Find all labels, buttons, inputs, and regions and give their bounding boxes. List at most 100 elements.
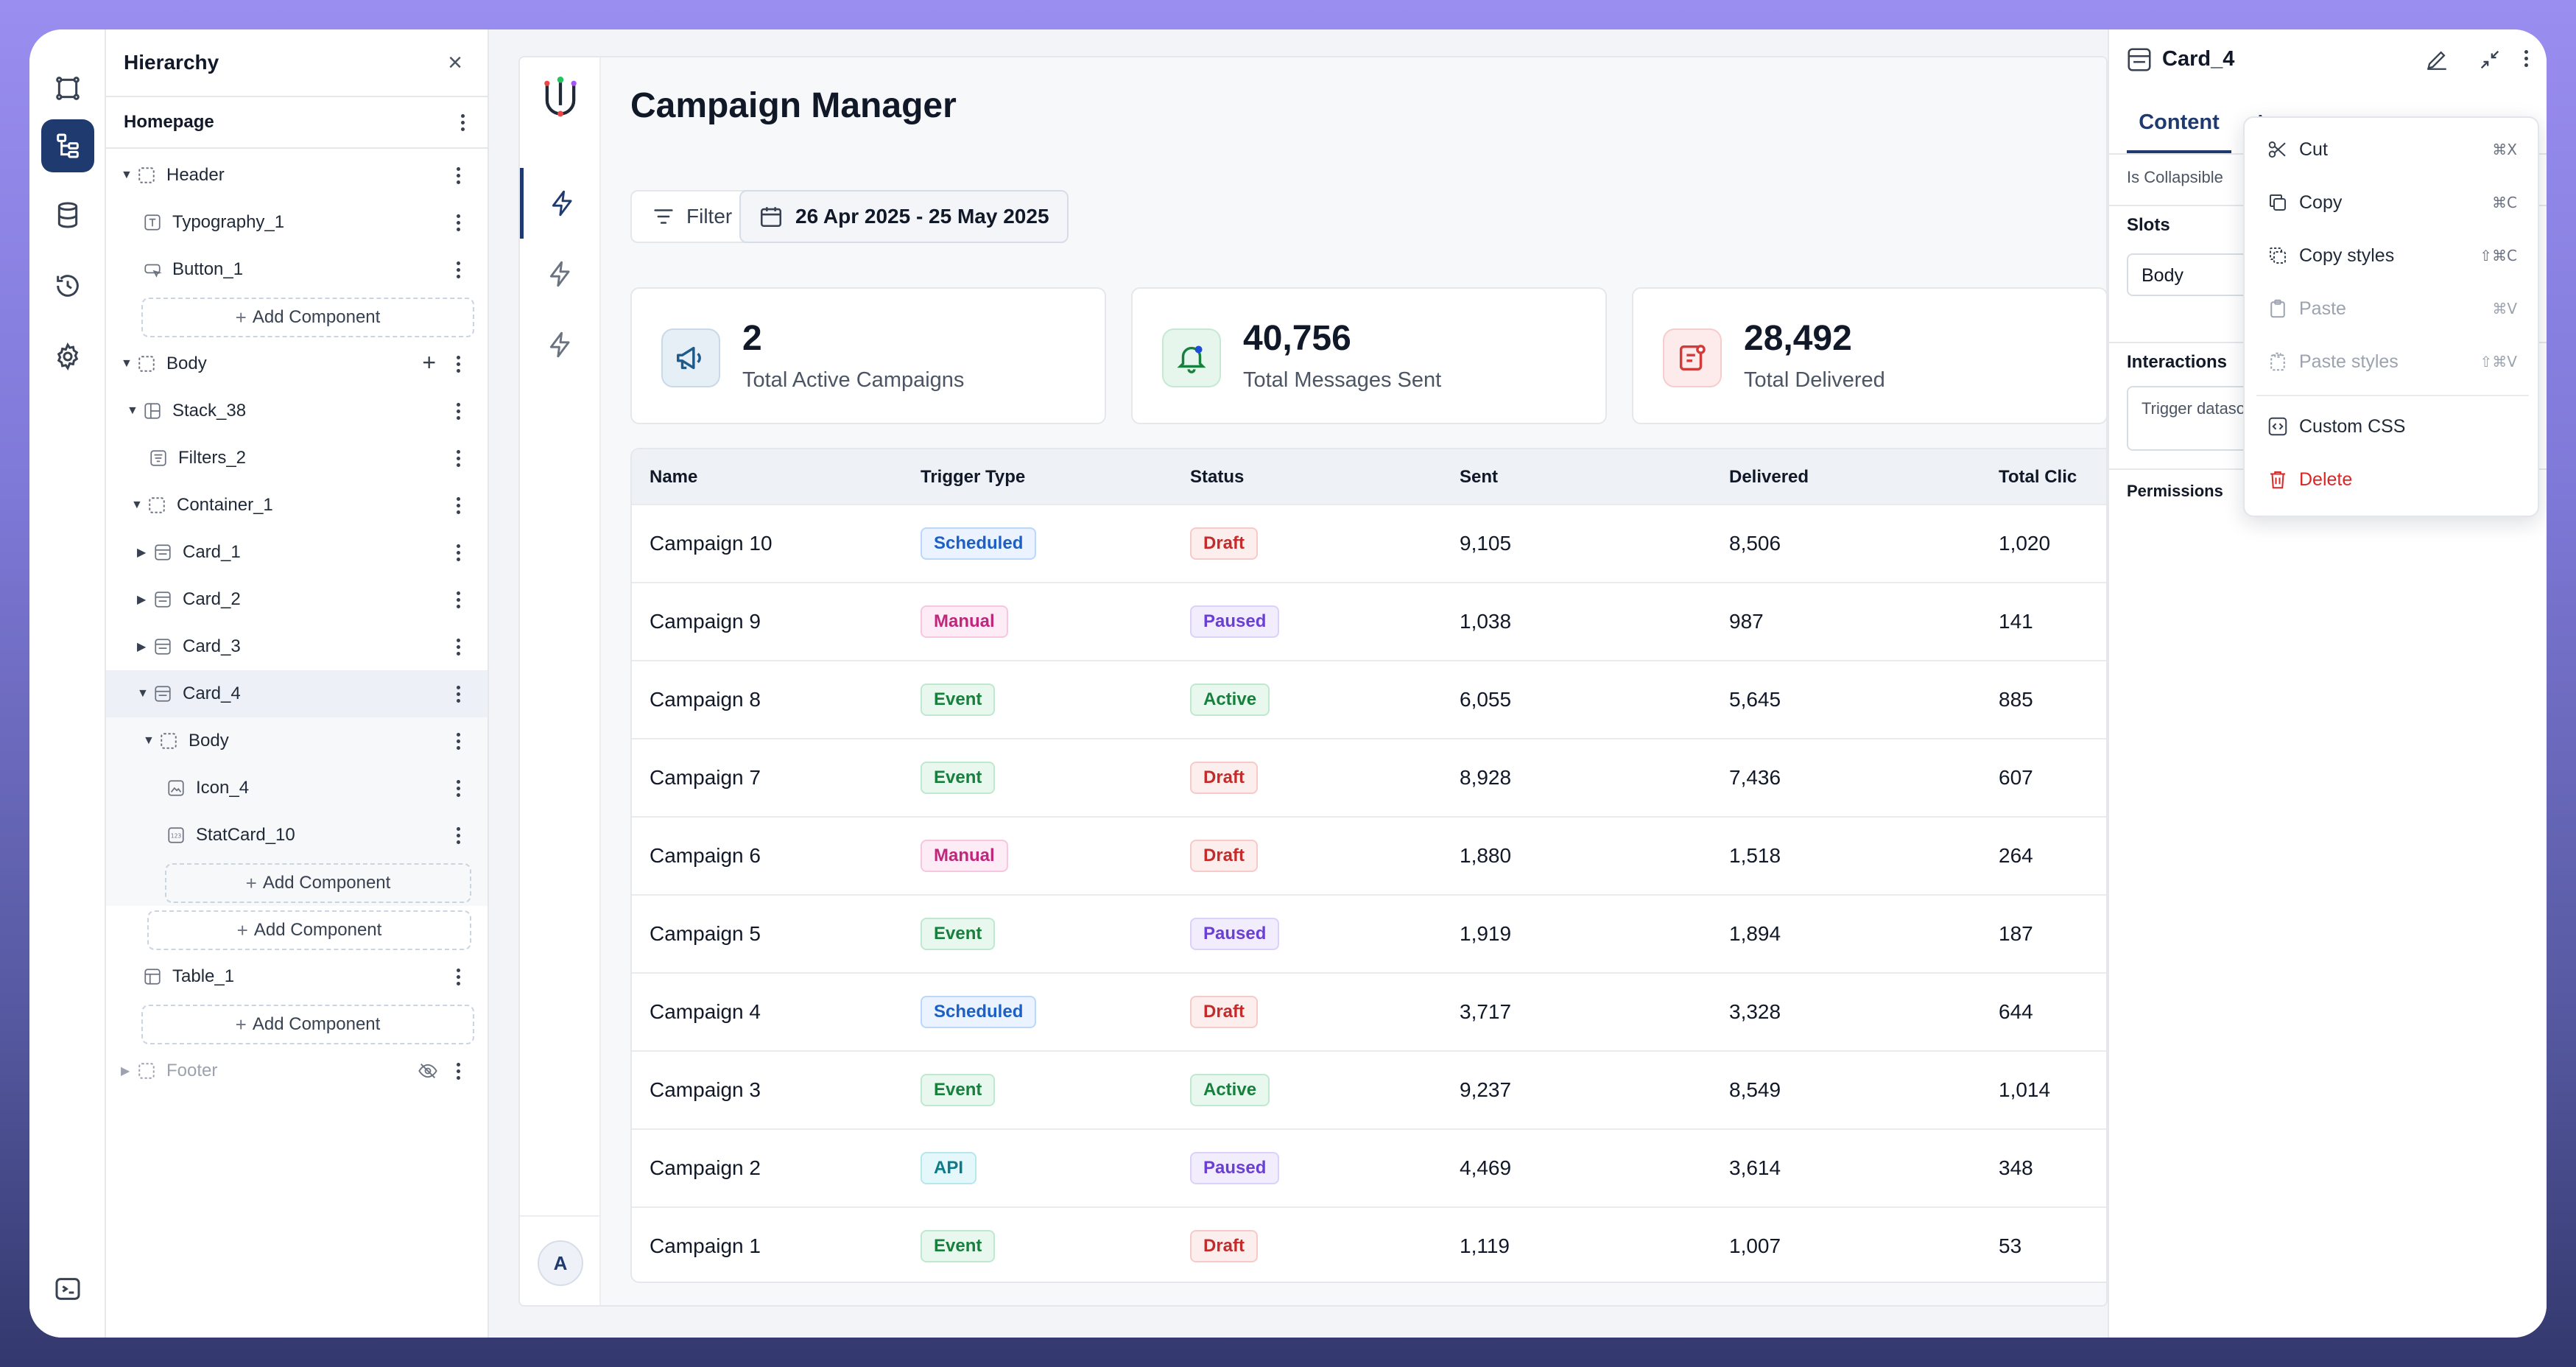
add-component-row: + Add Component bbox=[106, 1000, 488, 1047]
caret-down-icon[interactable]: ▼ bbox=[143, 734, 155, 747]
status-badge: Paused bbox=[1190, 1152, 1280, 1184]
tree-node-stack-38[interactable]: ▼ Stack_38 bbox=[106, 387, 488, 435]
paste-styles-icon bbox=[2270, 352, 2285, 371]
add-component-button[interactable]: + Add Component bbox=[147, 910, 471, 950]
tab-content[interactable]: Content bbox=[2127, 103, 2231, 153]
avatar[interactable]: A bbox=[538, 1240, 583, 1286]
filter-button[interactable]: Filter bbox=[630, 190, 753, 243]
tree-node-typography-1[interactable]: Typography_1 bbox=[106, 199, 488, 246]
terminal-icon bbox=[55, 1278, 80, 1300]
nav-item-3[interactable] bbox=[520, 309, 601, 380]
tree-node-table-1[interactable]: Table_1 bbox=[106, 953, 488, 1000]
caret-right-icon[interactable]: ▶ bbox=[137, 547, 147, 559]
column-header-trigger[interactable]: Trigger Type bbox=[921, 467, 1026, 487]
tree-node-filters-2[interactable]: Filters_2 bbox=[106, 435, 488, 482]
menu-item-copy[interactable]: Copy ⌘C bbox=[2245, 178, 2538, 227]
menu-item-paste-styles[interactable]: Paste styles ⇧⌘V bbox=[2245, 337, 2538, 386]
column-header-sent[interactable]: Sent bbox=[1460, 467, 1499, 487]
date-range-picker[interactable]: 26 Apr 2025 - 25 May 2025 bbox=[739, 190, 1069, 243]
tree-node-statcard-10[interactable]: 123 StatCard_10 bbox=[106, 812, 488, 859]
eye-off-icon[interactable] bbox=[417, 1061, 439, 1081]
tree-node-card-3[interactable]: ▶ Card_3 bbox=[106, 623, 488, 670]
add-component-button[interactable]: + Add Component bbox=[165, 863, 471, 903]
tree-node-body[interactable]: ▼ Body + bbox=[106, 340, 488, 387]
more-icon[interactable] bbox=[451, 402, 465, 420]
add-component-row: + Add Component bbox=[106, 859, 488, 906]
more-icon[interactable] bbox=[451, 496, 465, 514]
column-header-clicks[interactable]: Total Clic bbox=[1999, 467, 2077, 487]
caret-down-icon[interactable]: ▼ bbox=[121, 169, 133, 181]
tree-node-footer[interactable]: ▶ Footer bbox=[106, 1047, 488, 1094]
tree-node-icon-4[interactable]: Icon_4 bbox=[106, 765, 488, 812]
more-icon[interactable] bbox=[451, 591, 465, 608]
add-icon[interactable]: + bbox=[422, 349, 436, 376]
caret-down-icon[interactable]: ▼ bbox=[131, 499, 143, 511]
more-icon[interactable] bbox=[451, 166, 465, 184]
caret-right-icon[interactable]: ▶ bbox=[121, 1065, 130, 1078]
more-icon[interactable] bbox=[451, 685, 465, 703]
more-icon[interactable] bbox=[455, 113, 470, 131]
tree-node-card-4[interactable]: ▼ Card_4 bbox=[106, 670, 488, 717]
tree-node-label: Card_3 bbox=[183, 636, 241, 656]
more-icon[interactable] bbox=[451, 732, 465, 750]
column-header-name[interactable]: Name bbox=[650, 467, 698, 487]
more-icon[interactable] bbox=[451, 544, 465, 561]
pencil-icon[interactable] bbox=[2424, 47, 2449, 72]
caret-right-icon[interactable]: ▶ bbox=[137, 594, 147, 606]
tree-node-button-1[interactable]: Button_1 bbox=[106, 246, 488, 293]
more-icon[interactable] bbox=[451, 355, 465, 373]
menu-item-copy-styles[interactable]: Copy styles ⇧⌘C bbox=[2245, 231, 2538, 280]
tree-node-card-4-body[interactable]: ▼ Body bbox=[106, 717, 488, 765]
more-icon[interactable] bbox=[451, 261, 465, 278]
more-icon[interactable] bbox=[451, 449, 465, 467]
frame-tool-button[interactable] bbox=[41, 62, 94, 115]
caret-down-icon[interactable]: ▼ bbox=[121, 357, 133, 370]
settings-tool-button[interactable] bbox=[41, 330, 94, 383]
add-component-button[interactable]: + Add Component bbox=[141, 1005, 474, 1044]
table-row[interactable]: Campaign 8 Event Active 6,055 5,645 885 bbox=[632, 660, 2106, 738]
table-row[interactable]: Campaign 4 Scheduled Draft 3,717 3,328 644 bbox=[632, 972, 2106, 1050]
more-icon[interactable] bbox=[451, 779, 465, 797]
column-header-status[interactable]: Status bbox=[1190, 467, 1245, 487]
caret-down-icon[interactable]: ▼ bbox=[137, 687, 149, 700]
tree-node-card-2[interactable]: ▶ Card_2 bbox=[106, 576, 488, 623]
more-icon[interactable] bbox=[451, 968, 465, 985]
history-tool-button[interactable] bbox=[41, 259, 94, 312]
more-icon[interactable] bbox=[451, 1062, 465, 1080]
table-row[interactable]: Campaign 3 Event Active 9,237 8,549 1,014 bbox=[632, 1050, 2106, 1128]
more-icon[interactable] bbox=[2519, 50, 2533, 67]
cell-delivered: 987 bbox=[1729, 610, 1764, 633]
tree-node-container-1[interactable]: ▼ Container_1 bbox=[106, 482, 488, 529]
collapse-icon[interactable] bbox=[2477, 47, 2502, 72]
caret-down-icon[interactable]: ▼ bbox=[127, 404, 138, 417]
more-icon[interactable] bbox=[451, 214, 465, 231]
menu-item-custom-css[interactable]: Custom CSS bbox=[2245, 402, 2538, 451]
table-row[interactable]: Campaign 2 API Paused 4,469 3,614 348 bbox=[632, 1128, 2106, 1206]
table-row[interactable]: Campaign 10 Scheduled Draft 9,105 8,506 1,020 bbox=[632, 504, 2106, 582]
tree-node-header[interactable]: ▼ Header bbox=[106, 152, 488, 199]
menu-item-delete[interactable]: Delete bbox=[2245, 455, 2538, 504]
add-component-button[interactable]: + Add Component bbox=[141, 298, 474, 337]
cell-clicks: 264 bbox=[1999, 844, 2033, 867]
table-row[interactable]: Campaign 5 Event Paused 1,919 1,894 187 bbox=[632, 894, 2106, 972]
caret-right-icon[interactable]: ▶ bbox=[137, 641, 147, 653]
more-icon[interactable] bbox=[451, 826, 465, 844]
nav-item-1[interactable] bbox=[520, 168, 601, 239]
page-selector[interactable]: Homepage bbox=[106, 97, 488, 149]
nav-item-2[interactable] bbox=[520, 239, 601, 309]
console-tool-button[interactable] bbox=[41, 1262, 94, 1315]
bolt-icon bbox=[552, 190, 572, 217]
column-header-delivered[interactable]: Delivered bbox=[1729, 467, 1809, 487]
more-icon[interactable] bbox=[451, 638, 465, 656]
close-icon[interactable]: × bbox=[448, 48, 462, 77]
table-row[interactable]: Campaign 7 Event Draft 8,928 7,436 607 bbox=[632, 738, 2106, 816]
data-tool-button[interactable] bbox=[41, 189, 94, 242]
table-row[interactable]: Campaign 1 Event Draft 1,119 1,007 53 bbox=[632, 1206, 2106, 1282]
tree-node-card-1[interactable]: ▶ Card_1 bbox=[106, 529, 488, 576]
cell-clicks: 885 bbox=[1999, 688, 2033, 711]
table-row[interactable]: Campaign 9 Manual Paused 1,038 987 141 bbox=[632, 582, 2106, 660]
menu-item-paste[interactable]: Paste ⌘V bbox=[2245, 284, 2538, 333]
table-row[interactable]: Campaign 6 Manual Draft 1,880 1,518 264 bbox=[632, 816, 2106, 894]
menu-item-cut[interactable]: Cut ⌘X bbox=[2245, 125, 2538, 174]
hierarchy-tool-button[interactable] bbox=[41, 119, 94, 172]
